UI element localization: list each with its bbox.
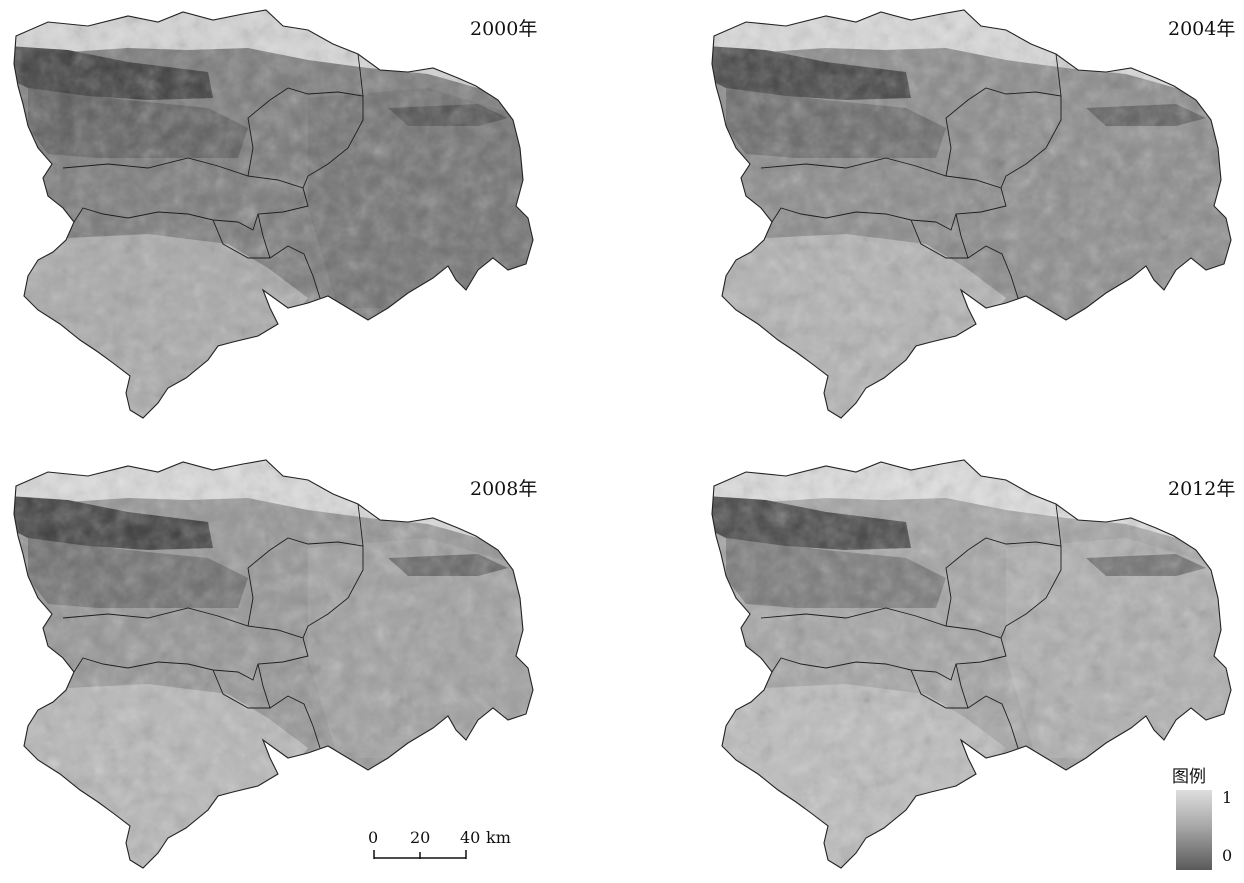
region-map — [13, 9, 534, 419]
district-boundary — [1055, 53, 1062, 97]
scale-tick-40: 40 — [460, 828, 481, 847]
scale-tick-0: 0 — [368, 828, 379, 847]
region-outline — [711, 9, 1232, 419]
district-boundary — [760, 607, 1007, 681]
panel-year-label: 2000年 — [470, 18, 538, 40]
raster-surface — [712, 460, 1231, 868]
panel-year-label: 2012年 — [1168, 478, 1236, 500]
panel-year-label: 2008年 — [470, 478, 538, 500]
district-boundary — [212, 669, 270, 709]
panel-year-label: 2004年 — [1168, 18, 1236, 40]
raster-texture — [712, 460, 1231, 868]
district-boundary — [257, 213, 321, 299]
map-panel-2004: 2004年 — [706, 8, 1244, 433]
district-boundary — [247, 537, 364, 639]
raster-surface — [14, 10, 533, 418]
region-map — [711, 9, 1232, 419]
district-boundary — [945, 537, 1062, 639]
scale-tick-20: 20 — [410, 828, 431, 847]
legend-min-label: 0 — [1222, 846, 1233, 865]
legend-title: 图例 — [1172, 767, 1206, 787]
district-boundary — [62, 607, 309, 681]
raster-texture — [712, 10, 1231, 418]
district-boundary — [955, 213, 1019, 299]
district-boundary — [945, 87, 1062, 189]
district-boundary — [1055, 503, 1062, 547]
district-boundary — [212, 219, 270, 259]
region-map — [711, 459, 1232, 869]
raster-texture — [14, 10, 533, 418]
region-outline — [13, 9, 534, 419]
map-panel-2008: 2008年 — [8, 458, 608, 883]
scale-bar: 0 20 40 km — [366, 828, 526, 868]
legend-max-label: 1 — [1222, 788, 1233, 807]
raster-surface — [14, 460, 533, 868]
district-boundary — [910, 669, 968, 709]
legend: 图例 1 0 — [1168, 762, 1244, 872]
raster-texture — [14, 460, 533, 868]
map-panel-2000: 2000年 — [8, 8, 608, 433]
legend-color-ramp — [1176, 790, 1212, 870]
scale-unit: km — [486, 828, 511, 847]
region-outline — [13, 459, 534, 869]
district-boundary — [955, 663, 1019, 749]
district-boundary — [247, 87, 364, 189]
district-boundary — [357, 503, 364, 547]
map-panel-2012: 2012年 — [706, 458, 1244, 883]
district-boundary — [357, 53, 364, 97]
district-boundary — [760, 157, 1007, 231]
region-outline — [711, 459, 1232, 869]
raster-surface — [712, 10, 1231, 418]
district-boundary — [257, 663, 321, 749]
scale-bar-line — [373, 850, 467, 859]
district-boundary — [910, 219, 968, 259]
district-boundary — [62, 157, 309, 231]
region-map — [13, 459, 534, 869]
